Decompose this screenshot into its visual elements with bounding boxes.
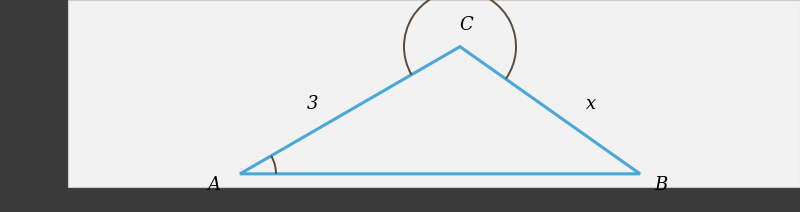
Bar <box>68 0 800 187</box>
Text: B: B <box>654 176 668 194</box>
Text: A: A <box>207 176 220 194</box>
Text: C: C <box>459 16 474 34</box>
Text: 3: 3 <box>306 95 318 113</box>
Bar <box>0 0 68 212</box>
Text: x: x <box>586 95 596 113</box>
